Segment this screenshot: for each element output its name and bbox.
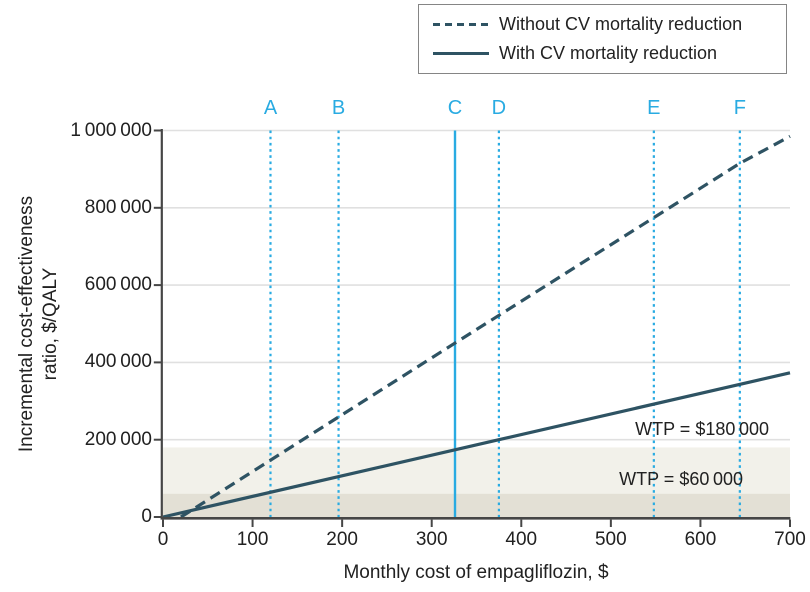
x-tick-label: 400 (505, 529, 538, 550)
legend-item: Without CV mortality reduction (433, 14, 786, 35)
scenario-letter-C: C (447, 97, 463, 119)
y-axis-title: Incremental cost-effectiveness ratio, $/… (15, 114, 63, 534)
wtp-band-60000 (163, 493, 790, 517)
y-axis-title-line1: Incremental cost-effectiveness (16, 195, 37, 453)
x-tick-label: 600 (684, 529, 717, 550)
wtp-label-180000: WTP = $180 000 (635, 419, 769, 439)
solid-line-swatch (433, 52, 489, 55)
x-tick-label: 0 (157, 529, 169, 550)
scenario-letter-D: D (491, 97, 507, 119)
series-with-cv-mortality-reduction (162, 371, 791, 519)
scenario-letter-A: A (263, 97, 278, 119)
y-tick-label: 1 000 000 (70, 119, 152, 141)
y-tick-label: 600 000 (84, 274, 152, 296)
scenario-letter-B: B (331, 97, 346, 119)
scenario-letter-F: F (733, 97, 746, 119)
x-tick-label: 700 (774, 529, 806, 550)
y-axis-title-line2: ratio, $/QALY (40, 267, 61, 381)
x-axis-title: Monthly cost of empagliflozin, $ (343, 562, 609, 583)
x-tick-label: 200 (326, 529, 358, 550)
scenario-letter-E: E (647, 97, 661, 119)
x-tick-label: 100 (236, 529, 269, 550)
dashed-line-swatch (433, 23, 489, 26)
legend-item-label: Without CV mortality reduction (499, 14, 743, 34)
y-tick-label: 200 000 (84, 428, 152, 450)
y-tick-label: 800 000 (84, 196, 152, 218)
y-tick-label: 400 000 (84, 351, 152, 373)
x-tick-label: 300 (415, 529, 448, 550)
legend-box: Without CV mortality reduction With CV m… (418, 4, 787, 74)
wtp-label-60000: WTP = $60 000 (619, 469, 743, 489)
x-tick-label: 500 (594, 529, 627, 550)
legend-item: With CV mortality reduction (433, 43, 786, 64)
y-tick-label: 0 (141, 506, 152, 527)
legend-item-label: With CV mortality reduction (499, 43, 718, 63)
series-without-cv-mortality-reduction (180, 134, 791, 519)
